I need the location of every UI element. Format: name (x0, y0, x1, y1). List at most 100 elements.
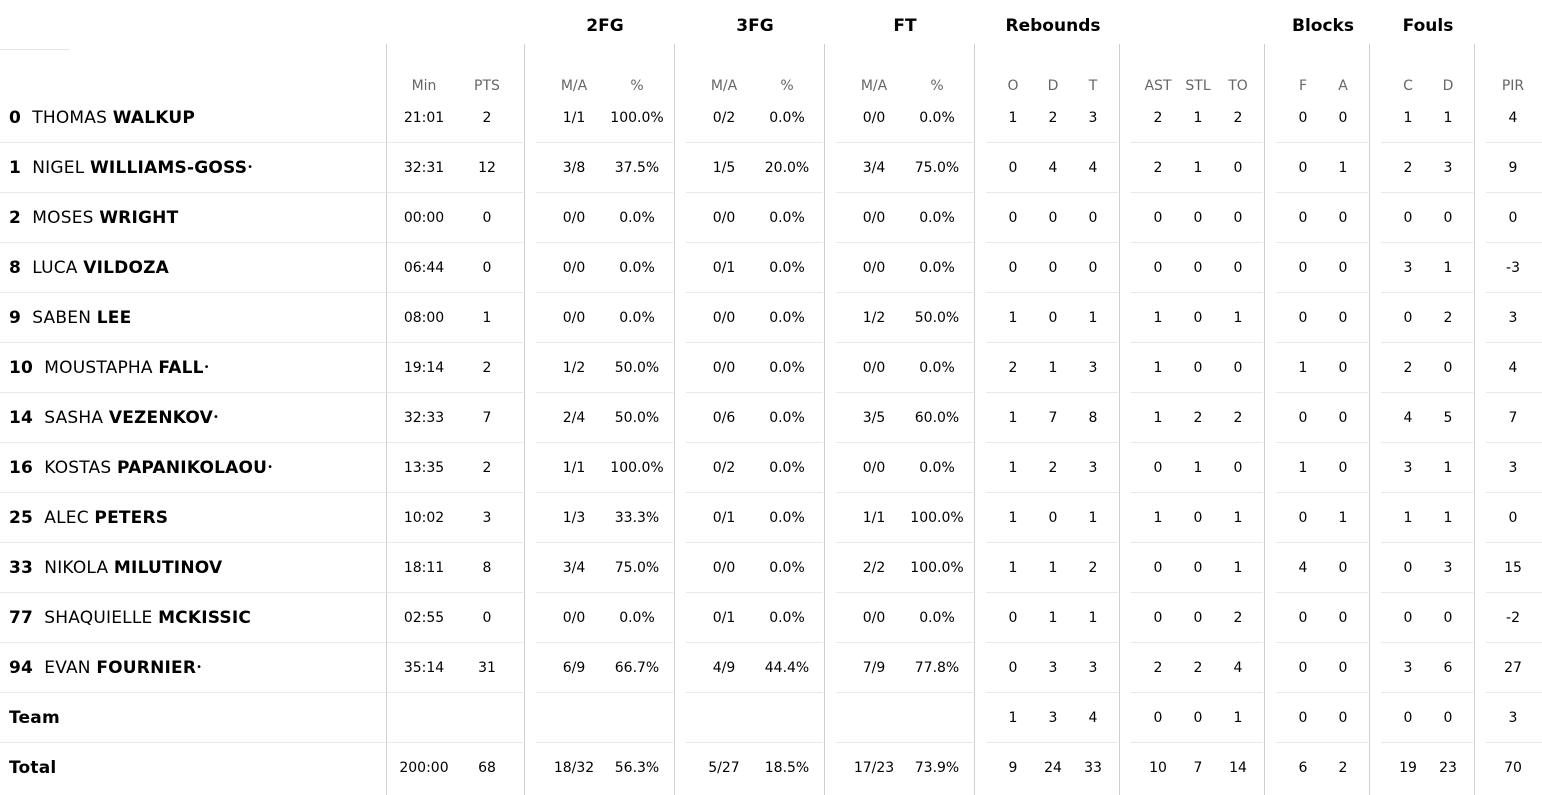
col-header-2fg-pct: % (630, 78, 644, 94)
player-first-name: SHAQUIELLE (44, 608, 153, 628)
row-divider (986, 392, 1118, 393)
row-divider (387, 642, 523, 643)
stat-stl: 1 (1193, 160, 1203, 176)
row-divider (986, 192, 1118, 193)
group-header-blocks: Blocks (1292, 16, 1354, 36)
stat-ba: 1 (1338, 510, 1348, 526)
row-divider (686, 742, 823, 743)
stat-to: 2 (1233, 610, 1243, 626)
stat-fc: 3 (1403, 260, 1413, 276)
stat-fc: 4 (1403, 410, 1413, 426)
stat-fc: 0 (1403, 210, 1413, 226)
stat-ba: 0 (1338, 660, 1348, 676)
team-row: Team 1 3 4 0 0 1 0 0 0 0 3 (0, 693, 1542, 743)
stat-fg3-ma: 0/1 (712, 260, 736, 276)
col-header-min: Min (411, 78, 437, 94)
stat-fg3-pct: 0.0% (769, 210, 805, 226)
stat-fg2-pct: 100.0% (610, 110, 664, 126)
table-row: 1 NIGEL WILLIAMS-GOSS• 32:31 12 3/8 37.5% 1/5… (0, 143, 1542, 193)
stat-min: 06:44 (403, 260, 445, 276)
column-divider (824, 44, 825, 795)
group-header-fouls: Fouls (1402, 16, 1454, 36)
row-divider (387, 392, 523, 393)
jersey-number: 10 (9, 358, 34, 378)
player-first-name: EVAN (44, 658, 91, 678)
table-row: 33 NIKOLA MILUTINOV 18:11 8 3/4 75.0% 0/0 0.0%… (0, 543, 1542, 593)
stat-fd: 0 (1443, 360, 1453, 376)
stat-ft-pct: 0.0% (919, 260, 955, 276)
group-header-ft: FT (893, 16, 917, 36)
row-divider (836, 492, 973, 493)
player-first-name: KOSTAS (44, 458, 112, 478)
starter-marker: • (267, 462, 274, 473)
row-divider (836, 742, 973, 743)
row-divider (1381, 542, 1473, 543)
row-divider (387, 442, 523, 443)
stat-d: 0 (1048, 210, 1058, 226)
row-divider (1276, 642, 1368, 643)
row-divider (1276, 542, 1368, 543)
row-divider (986, 642, 1118, 643)
row-divider (686, 442, 823, 443)
row-divider (0, 492, 385, 493)
stat-fg3-pct: 0.0% (769, 560, 805, 576)
stat-to: 1 (1233, 560, 1243, 576)
player-first-name: ALEC (44, 508, 89, 528)
player-name: 8 LUCA VILDOZA (9, 243, 169, 293)
row-divider (536, 542, 673, 543)
table-row: 94 EVAN FOURNIER• 35:14 31 6/9 66.7% 4/9 44.4%… (0, 643, 1542, 693)
stat-pts: 1 (482, 310, 492, 326)
table-row: 9 SABEN LEE 08:00 1 0/0 0.0% 0/0 0.0% 1/2 50.0% 1… (0, 293, 1542, 343)
row-divider (1276, 492, 1368, 493)
stat-ba: 0 (1338, 610, 1348, 626)
starter-marker: • (196, 662, 203, 673)
stat-fg2-pct: 66.7% (614, 660, 660, 676)
stat-o: 1 (1008, 410, 1018, 426)
row-divider (1486, 642, 1542, 643)
table-row: 14 SASHA VEZENKOV• 32:33 7 2/4 50.0% 0/6 0.0% 3… (0, 393, 1542, 443)
stat-o: 1 (1008, 460, 1018, 476)
row-divider (1276, 142, 1368, 143)
row-divider (0, 542, 385, 543)
row-divider (387, 292, 523, 293)
row-divider (536, 492, 673, 493)
stat-ast: 0 (1153, 260, 1163, 276)
stat-ft-pct: 100.0% (910, 560, 964, 576)
stat-to: 4 (1233, 660, 1243, 676)
stat-ft-pct: 100.0% (910, 510, 964, 526)
row-divider (1276, 192, 1368, 193)
stat-ft-pct: 73.9% (914, 760, 960, 776)
stat-to: 1 (1233, 510, 1243, 526)
row-divider (1381, 442, 1473, 443)
col-header-to: TO (1228, 78, 1248, 94)
player-last-name: LEE (96, 308, 132, 328)
row-divider (1131, 592, 1263, 593)
stat-min: 19:14 (403, 360, 445, 376)
row-divider (836, 442, 973, 443)
stat-ft-pct: 0.0% (919, 210, 955, 226)
jersey-number: 2 (9, 208, 22, 228)
row-divider (0, 142, 385, 143)
col-header-pir: PIR (1501, 78, 1525, 94)
stat-stl: 0 (1193, 360, 1203, 376)
player-name: 16 KOSTAS PAPANIKOLAOU• (9, 443, 273, 493)
stat-ast: 1 (1153, 410, 1163, 426)
jersey-number: 16 (9, 458, 34, 478)
stat-fg2-pct: 0.0% (619, 610, 655, 626)
stat-to: 0 (1233, 260, 1243, 276)
table-row: 0 THOMAS WALKUP 21:01 2 1/1 100.0% 0/2 0.0% 0/0… (0, 93, 1542, 143)
player-last-name: WRIGHT (99, 208, 179, 228)
col-header-blk-for: F (1298, 78, 1308, 94)
stat-ast: 0 (1153, 560, 1163, 576)
stat-fg3-pct: 0.0% (769, 260, 805, 276)
stat-d: 24 (1044, 760, 1062, 776)
col-header-pts: PTS (474, 78, 500, 94)
row-divider (1486, 492, 1542, 493)
jersey-number: 33 (9, 558, 34, 578)
stat-ba: 0 (1338, 410, 1348, 426)
stat-fc: 0 (1403, 610, 1413, 626)
row-divider (1131, 342, 1263, 343)
stat-fg2-ma: 1/1 (562, 460, 586, 476)
stat-d: 1 (1048, 560, 1058, 576)
player-name: 14 SASHA VEZENKOV• (9, 393, 219, 443)
